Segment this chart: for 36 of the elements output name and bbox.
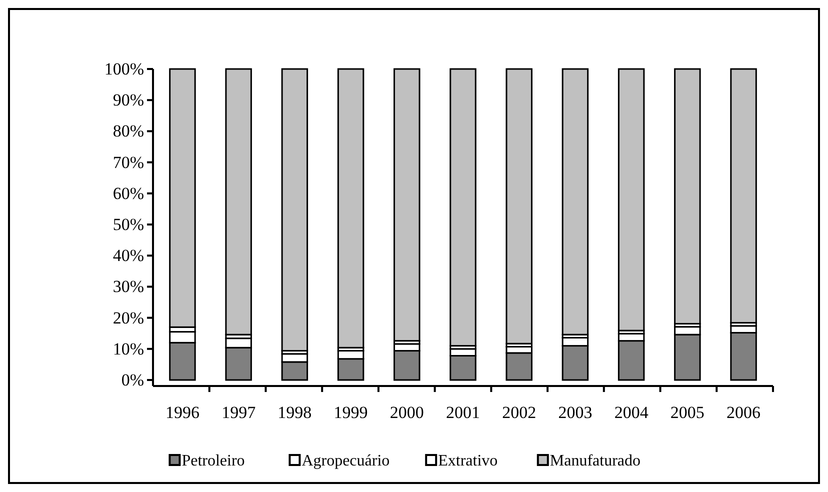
bar (450, 68, 476, 347)
legend-label: Extrativo (438, 452, 498, 470)
x-tick-label: 2005 (670, 403, 704, 422)
bar (281, 68, 308, 352)
y-tick-label: 0% (121, 370, 144, 390)
bar (674, 68, 701, 324)
y-tick-label: 80% (112, 122, 144, 141)
y-tick-label: 10% (112, 339, 144, 358)
x-tick-label: 2006 (726, 403, 761, 422)
x-tick-label: 2003 (558, 403, 592, 422)
y-tick-label: 20% (112, 308, 144, 328)
x-tick-label: 2004 (614, 403, 649, 422)
bar (730, 68, 757, 324)
bar (394, 68, 420, 342)
legend-label: Agropecuário (302, 452, 390, 470)
x-tick-label: 2002 (502, 403, 536, 422)
y-tick-label: 60% (112, 184, 144, 203)
x-tick-label: 1998 (278, 403, 312, 422)
y-tick-label: 70% (112, 152, 144, 172)
bar (618, 68, 645, 332)
y-tick-label: 100% (104, 60, 144, 78)
x-tick-label: 1997 (222, 403, 256, 422)
bar (562, 68, 589, 336)
legend-label: Manufaturado (550, 452, 641, 470)
y-tick-label: 50% (112, 215, 144, 234)
y-tick-label: 30% (112, 277, 144, 296)
x-tick-label: 1999 (334, 403, 368, 422)
x-tick-label: 2001 (446, 403, 480, 422)
y-tick-label: 90% (112, 90, 144, 110)
legend-label: Petroleiro (182, 452, 245, 470)
bar (225, 68, 252, 336)
bar (337, 68, 364, 348)
x-tick-label: 2000 (390, 403, 424, 422)
bar (506, 68, 532, 344)
x-tick-label: 1996 (165, 403, 200, 422)
y-tick-label: 40% (112, 246, 144, 266)
